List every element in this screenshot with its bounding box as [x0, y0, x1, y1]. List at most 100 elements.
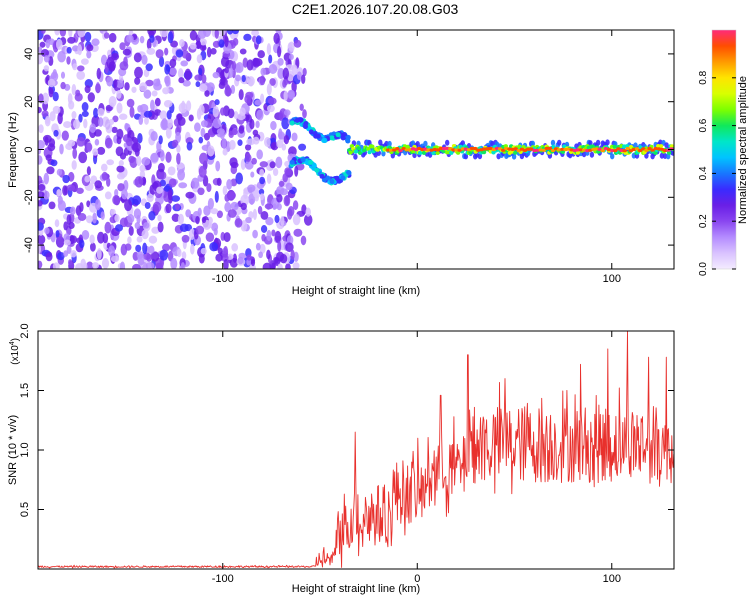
spectrogram-point	[116, 136, 122, 145]
spectrogram-point	[115, 146, 124, 157]
spectrogram-point	[38, 200, 43, 207]
spectrogram-point	[435, 148, 441, 152]
spectrogram-point	[395, 147, 400, 151]
spectrogram-point	[670, 149, 674, 156]
spectrogram-point	[213, 227, 218, 236]
spectrogram-point	[167, 166, 176, 176]
spectrogram-point	[181, 100, 186, 111]
spectrogram-point	[212, 71, 220, 79]
spectrogram-point	[114, 214, 120, 223]
spectrogram-point	[132, 142, 141, 153]
spectrogram-point	[249, 198, 254, 205]
spectrogram-point	[423, 140, 428, 147]
spectrogram-point	[166, 110, 172, 120]
figure-title: C2E1.2026.107.20.08.G03	[292, 1, 459, 17]
spectrogram-point	[296, 71, 302, 80]
spectrogram-point	[292, 213, 301, 226]
spectrogram-point	[66, 245, 72, 254]
spectrogram-point	[497, 147, 503, 151]
spectrogram-point	[214, 190, 219, 203]
spectrogram-point	[77, 213, 87, 221]
spectrogram-point	[226, 30, 234, 35]
spectrogram-point	[196, 54, 203, 64]
spectrogram-point	[131, 86, 137, 93]
spectrogram-point	[79, 239, 85, 249]
spectrogram-point	[589, 151, 595, 158]
spectrogram-point	[178, 77, 185, 84]
spectrogram-point	[169, 67, 177, 76]
spectrogram-point	[501, 148, 506, 152]
spectrogram-point	[84, 175, 91, 183]
spectrogram-point	[244, 153, 252, 162]
spectrogram-point	[302, 109, 307, 119]
spectrogram-point	[176, 152, 181, 165]
spectrogram-point	[81, 110, 89, 118]
snr-multiplier-label: (x10	[10, 345, 21, 365]
spectrogram-point	[161, 118, 168, 130]
spectrogram-point	[269, 78, 276, 86]
spectrogram-point	[133, 208, 142, 220]
spectrogram-ylabel: Frequency (Hz)	[7, 112, 19, 188]
spectrogram-point	[285, 263, 291, 269]
spectrogram-point	[94, 198, 101, 211]
spectrogram-point	[231, 60, 237, 71]
spectrogram-point	[100, 54, 108, 66]
spectrogram-point	[48, 38, 55, 45]
spectrogram-point	[272, 203, 277, 211]
spectrogram-point	[198, 165, 207, 178]
spectrogram-point	[291, 132, 298, 142]
spectrogram-point	[77, 44, 83, 56]
spectrogram-point	[117, 183, 125, 192]
spectrogram-point	[38, 46, 43, 54]
spectrogram-point	[575, 150, 581, 155]
spectrogram-point	[259, 161, 269, 168]
spectrogram-point	[38, 244, 42, 254]
spectrogram-point	[287, 91, 296, 100]
spectrogram-point	[108, 32, 117, 43]
spectrogram-point	[230, 161, 239, 169]
spectrogram-data	[38, 30, 674, 269]
spectrogram-point	[134, 66, 143, 79]
spectrogram-point	[128, 225, 134, 236]
spectrogram-point	[278, 110, 284, 122]
spectrogram-point	[101, 258, 110, 269]
spectrogram-point	[101, 163, 108, 172]
spectrogram-point	[159, 30, 169, 38]
spectrogram-point	[162, 243, 171, 252]
spectrogram-point	[250, 258, 256, 267]
spectrogram-point	[239, 48, 247, 55]
spectrogram-point	[266, 173, 272, 185]
spectrogram-point	[289, 120, 295, 126]
spectrogram-point	[298, 143, 307, 151]
spectrogram-point	[188, 114, 194, 122]
spectrogram-point	[139, 164, 146, 173]
spectrogram-point	[160, 150, 165, 162]
spectrogram-point	[216, 128, 225, 135]
spectrogram-point	[189, 42, 197, 50]
spectrogram-point	[68, 30, 73, 38]
spectrogram-point	[250, 171, 255, 178]
colorbar-tick-label: 0.4	[698, 166, 709, 180]
spectrogram-point	[275, 30, 282, 34]
spectrogram-point	[622, 149, 627, 153]
spectrogram-point	[40, 48, 50, 58]
snr-ylabel: SNR (10 * v/v)	[7, 415, 19, 485]
spectrogram-point	[252, 57, 261, 68]
spectrogram-point	[282, 79, 287, 88]
spectrogram-point	[303, 214, 313, 226]
spectrogram-point	[647, 146, 652, 151]
spectrogram-point	[165, 203, 172, 214]
spectrogram-point	[283, 90, 288, 101]
spectrogram-point	[95, 83, 101, 94]
spectrogram-point	[45, 117, 51, 124]
spectrogram-point	[560, 149, 566, 154]
spectrogram-point	[56, 168, 63, 176]
spectrogram-point	[529, 147, 534, 151]
spectrogram-point	[223, 258, 229, 269]
spectrogram-point	[265, 216, 274, 226]
spectrogram-point	[224, 86, 232, 97]
spectrogram-point	[353, 149, 359, 154]
spectrogram-point	[157, 162, 165, 173]
spectrogram-point	[218, 30, 226, 37]
spectrogram-point	[234, 218, 243, 228]
